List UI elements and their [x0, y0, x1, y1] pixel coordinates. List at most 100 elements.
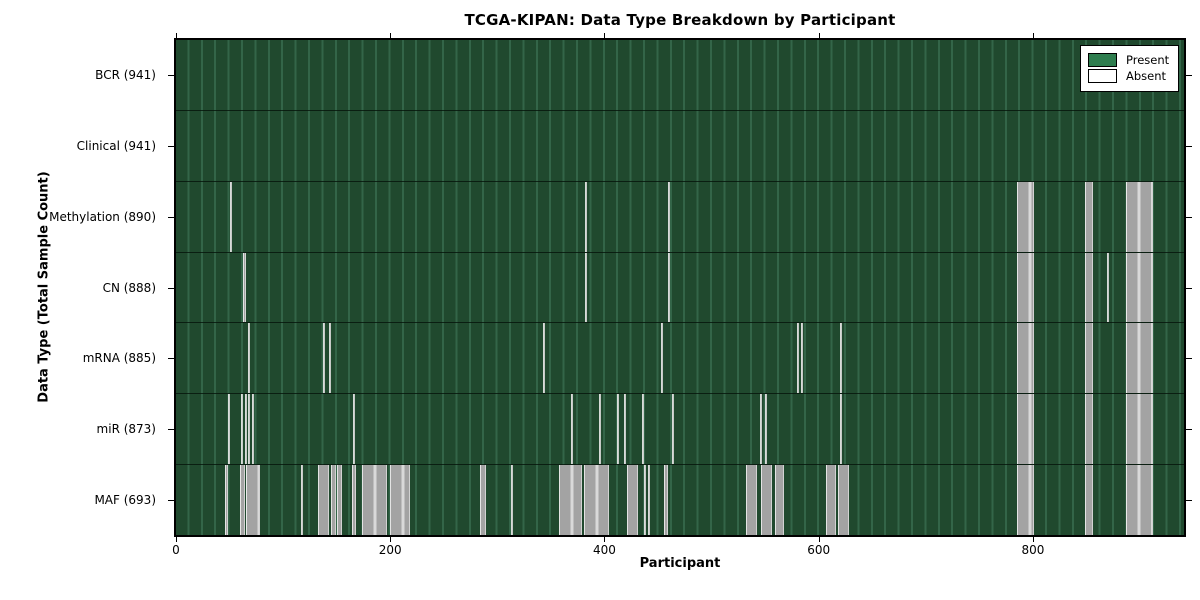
absent-stripe [1126, 323, 1153, 394]
absent-stripe [480, 465, 486, 535]
x-tick-mark [390, 33, 392, 38]
absent-stripe [243, 252, 246, 323]
y-tick-label: Clinical (941) [76, 139, 156, 154]
absent-stripe [648, 465, 651, 535]
absent-stripe [336, 465, 343, 535]
x-tick-mark [818, 537, 820, 542]
absent-stripe [228, 394, 231, 465]
absent-stripe [826, 465, 836, 535]
absent-stripe [1016, 181, 1035, 252]
y-tick-label: CN (888) [102, 280, 156, 295]
absent-stripe [667, 181, 670, 252]
y-tick-mark [168, 499, 174, 501]
absent-stripe [671, 394, 675, 465]
absent-stripe [644, 465, 647, 535]
legend: Present Absent [1080, 45, 1180, 92]
absent-stripe [1126, 181, 1153, 252]
absent-stripe [511, 465, 514, 535]
y-tick-mark [1186, 499, 1192, 501]
absent-stripe [745, 465, 757, 535]
absent-stripe [661, 323, 664, 394]
x-tick-mark [818, 33, 820, 38]
y-tick-mark [1186, 428, 1192, 430]
y-tick-label: mRNA (885) [82, 351, 156, 366]
absent-stripe [1126, 465, 1153, 535]
absent-stripe [390, 465, 410, 535]
x-tick-label: 800 [1021, 543, 1045, 557]
absent-stripe [247, 323, 250, 394]
absent-stripe [252, 394, 255, 465]
absent-stripe [1085, 394, 1093, 465]
x-tick-mark [176, 537, 177, 542]
y-tick-mark [168, 428, 174, 430]
absent-stripe [1085, 323, 1093, 394]
absent-stripe [584, 465, 609, 535]
x-tick-label: 600 [807, 543, 831, 557]
y-tick-mark [1186, 75, 1192, 77]
y-tick-mark [168, 287, 174, 289]
absent-stripe [352, 394, 355, 465]
absent-stripe [838, 465, 849, 535]
y-tick-mark [1186, 358, 1192, 360]
y-tick-mark [1186, 287, 1192, 289]
absent-stripe [760, 465, 772, 535]
absent-stripe [765, 394, 768, 465]
absent-stripe [322, 323, 325, 394]
absent-stripe [229, 181, 232, 252]
y-tick-mark [168, 358, 174, 360]
absent-stripe [1016, 394, 1035, 465]
absent-stripe [1016, 323, 1035, 394]
absent-stripe [664, 465, 668, 535]
x-tick-mark [604, 537, 606, 542]
absent-stripe [800, 323, 803, 394]
x-axis-title: Participant [639, 556, 721, 571]
heatmap-row-maf [176, 464, 1184, 535]
absent-stripe [301, 465, 304, 535]
absent-stripe [241, 394, 244, 465]
absent-stripe [617, 394, 620, 465]
absent-stripe [1085, 252, 1093, 323]
legend-item-absent: Absent [1088, 69, 1169, 83]
absent-stripe [599, 394, 602, 465]
absent-stripe [774, 465, 785, 535]
absent-stripe [559, 465, 582, 535]
x-tick-mark [390, 537, 392, 542]
absent-stripe [667, 252, 670, 323]
y-tick-mark [1186, 216, 1192, 218]
absent-stripe [225, 465, 229, 535]
absent-stripe [1016, 252, 1035, 323]
y-tick-mark [1186, 146, 1192, 148]
y-tick-label: BCR (941) [95, 68, 156, 83]
absent-stripe [245, 465, 260, 535]
heatmap-row-bcr [176, 40, 1184, 110]
absent-stripe [240, 465, 245, 535]
absent-stripe [1126, 394, 1153, 465]
absent-stripe [543, 323, 546, 394]
x-tick-mark [176, 33, 177, 38]
absent-stripe [641, 394, 644, 465]
absent-stripe [623, 394, 626, 465]
x-tick-label: 0 [172, 543, 180, 557]
absent-stripe [759, 394, 762, 465]
y-axis-labels: BCR (941) Clinical (941) Methylation (890)… [0, 40, 166, 535]
absent-stripe [585, 252, 588, 323]
y-tick-label: MAF (693) [94, 492, 156, 507]
absent-stripe [1016, 465, 1035, 535]
absent-stripe [840, 394, 843, 465]
absent-stripe [247, 394, 250, 465]
absent-stripe [797, 323, 800, 394]
legend-swatch-present-icon [1088, 53, 1117, 67]
legend-absent-label: Absent [1126, 69, 1167, 83]
absent-stripe [244, 394, 247, 465]
x-tick-mark [604, 33, 606, 38]
y-tick-label: miR (873) [96, 421, 156, 436]
heatmap-row-mrna [176, 322, 1184, 394]
legend-item-present: Present [1088, 53, 1169, 67]
heatmap-row-cn [176, 251, 1184, 323]
x-tick-label: 200 [378, 543, 402, 557]
x-tick-mark [1032, 537, 1034, 542]
absent-stripe [840, 323, 843, 394]
absent-stripe [329, 323, 332, 394]
legend-swatch-absent-icon [1088, 69, 1117, 83]
